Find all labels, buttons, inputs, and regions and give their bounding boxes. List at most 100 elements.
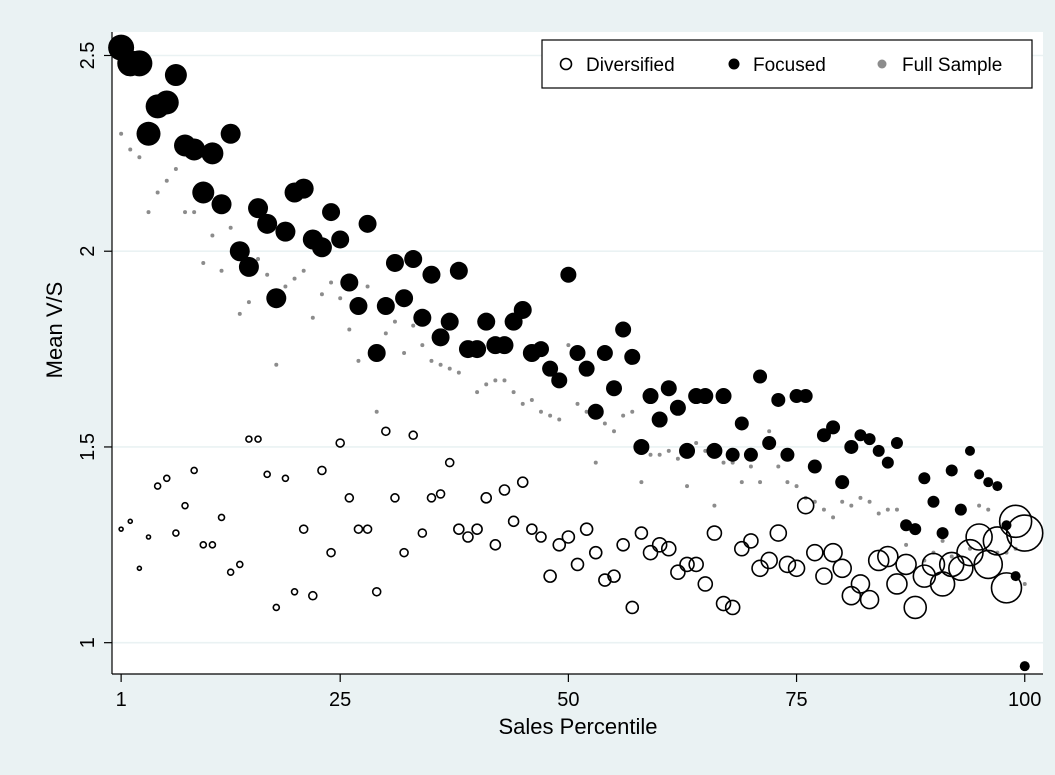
point-diversified bbox=[408, 430, 419, 441]
point-diversified bbox=[706, 525, 723, 541]
point-full-sample bbox=[602, 421, 607, 426]
point-full-sample bbox=[776, 464, 781, 469]
y-tick-label: 1.5 bbox=[77, 433, 99, 461]
point-full-sample bbox=[867, 499, 872, 504]
point-focused bbox=[560, 266, 577, 283]
point-diversified bbox=[634, 526, 649, 540]
point-full-sample bbox=[310, 315, 315, 320]
point-focused bbox=[542, 360, 559, 377]
point-diversified bbox=[543, 569, 557, 583]
point-full-sample bbox=[383, 331, 388, 336]
legend-label-focused: Focused bbox=[753, 55, 826, 76]
series-diversified bbox=[118, 426, 1044, 620]
point-focused bbox=[615, 321, 632, 338]
point-focused bbox=[440, 312, 459, 331]
point-diversified bbox=[787, 559, 806, 578]
point-diversified bbox=[670, 564, 686, 581]
point-full-sample bbox=[657, 452, 662, 457]
point-diversified bbox=[823, 542, 843, 563]
point-diversified bbox=[625, 600, 640, 615]
point-diversified bbox=[778, 555, 797, 574]
point-full-sample bbox=[329, 280, 334, 285]
point-diversified bbox=[526, 523, 538, 535]
point-focused bbox=[395, 289, 414, 308]
x-tick-label: 1 bbox=[116, 689, 127, 711]
point-focused bbox=[331, 230, 350, 249]
y-tick-label: 1 bbox=[77, 637, 99, 648]
point-focused bbox=[762, 436, 777, 451]
point-focused bbox=[807, 459, 822, 474]
point-diversified bbox=[535, 531, 547, 543]
point-diversified bbox=[480, 492, 493, 504]
point-diversified bbox=[507, 515, 520, 528]
point-diversified bbox=[353, 524, 364, 534]
point-full-sample bbox=[977, 503, 982, 508]
point-diversified bbox=[426, 493, 437, 503]
point-full-sample bbox=[256, 257, 261, 262]
point-diversified bbox=[815, 567, 833, 585]
point-diversified bbox=[660, 540, 677, 557]
point-focused bbox=[477, 312, 496, 331]
point-diversified bbox=[598, 573, 612, 587]
point-full-sample bbox=[347, 327, 352, 332]
point-focused bbox=[974, 469, 985, 480]
legend-label-diversified: Diversified bbox=[586, 55, 675, 76]
point-focused bbox=[257, 213, 278, 234]
point-diversified bbox=[948, 555, 974, 582]
point-diversified bbox=[733, 540, 750, 557]
point-full-sample bbox=[675, 456, 680, 461]
point-diversified bbox=[796, 496, 815, 515]
point-full-sample bbox=[502, 378, 507, 383]
point-focused bbox=[771, 392, 786, 407]
point-full-sample bbox=[429, 358, 434, 363]
point-diversified bbox=[281, 474, 290, 483]
point-diversified bbox=[769, 524, 788, 542]
point-focused bbox=[954, 503, 967, 516]
point-full-sample bbox=[365, 284, 370, 289]
point-full-sample bbox=[557, 417, 562, 422]
point-focused bbox=[753, 369, 768, 384]
point-diversified bbox=[390, 493, 400, 503]
point-focused bbox=[927, 495, 940, 508]
point-diversified bbox=[181, 501, 189, 510]
point-full-sample bbox=[246, 300, 251, 305]
point-diversified bbox=[743, 533, 759, 549]
point-diversified bbox=[127, 518, 134, 525]
x-axis-title: Sales Percentile bbox=[499, 714, 658, 739]
point-diversified bbox=[444, 457, 455, 468]
point-focused bbox=[266, 288, 287, 309]
point-focused bbox=[468, 340, 487, 359]
point-focused bbox=[780, 447, 795, 462]
point-diversified bbox=[697, 576, 714, 592]
point-diversified bbox=[679, 556, 695, 573]
point-focused bbox=[900, 519, 913, 532]
point-focused bbox=[248, 198, 269, 219]
point-full-sample bbox=[146, 210, 151, 215]
point-full-sample bbox=[137, 155, 142, 160]
point-diversified bbox=[245, 435, 253, 443]
point-full-sample bbox=[319, 292, 324, 297]
point-full-sample bbox=[155, 190, 160, 195]
point-full-sample bbox=[566, 343, 571, 348]
point-focused bbox=[881, 456, 894, 469]
point-diversified bbox=[552, 538, 567, 552]
point-diversified bbox=[516, 476, 529, 488]
point-diversified bbox=[588, 545, 603, 560]
point-diversified bbox=[561, 530, 576, 544]
point-full-sample bbox=[420, 343, 425, 348]
point-diversified bbox=[973, 549, 1004, 580]
point-full-sample bbox=[520, 401, 525, 406]
point-full-sample bbox=[648, 452, 653, 457]
point-full-sample bbox=[721, 460, 726, 465]
point-diversified bbox=[317, 465, 327, 476]
point-diversified bbox=[903, 595, 928, 620]
point-diversified bbox=[435, 489, 446, 499]
point-focused bbox=[679, 442, 696, 459]
point-focused bbox=[642, 388, 659, 405]
point-diversified bbox=[399, 547, 409, 558]
point-diversified bbox=[850, 574, 871, 594]
point-full-sample bbox=[831, 515, 836, 520]
point-focused bbox=[404, 250, 423, 269]
point-diversified bbox=[298, 524, 309, 534]
